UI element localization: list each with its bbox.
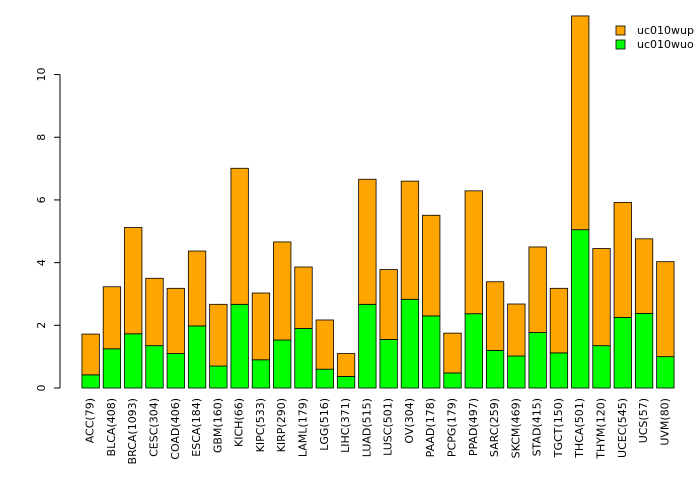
x-tick-label: OV(304) <box>403 398 416 444</box>
bar-uc010wuo-ACC(79) <box>81 374 100 389</box>
bar-uc010wuo-KIPC(533) <box>251 359 271 389</box>
bar-uc010wup-PCPG(179) <box>443 332 462 374</box>
legend-swatch-uc010wup <box>615 25 626 36</box>
bar-uc010wup-KIPC(533) <box>251 292 271 361</box>
bar-uc010wup-LGG(516) <box>315 319 334 370</box>
legend-swatch-uc010wuo <box>615 39 626 50</box>
bar-uc010wup-LUSC(501) <box>379 269 398 340</box>
bar-uc010wup-BLCA(408) <box>102 286 122 350</box>
bar-uc010wup-COAD(406) <box>166 287 185 354</box>
bar-uc010wup-LAML(179) <box>294 266 313 329</box>
bar-uc010wuo-BRCA(1093) <box>124 333 143 389</box>
x-tick-label: SKCM(469) <box>509 398 522 458</box>
y-tick-label: 4 <box>35 259 48 266</box>
x-tick-label: LUSC(501) <box>382 398 395 456</box>
x-tick-label: ESCA(184) <box>190 398 203 457</box>
x-tick-label: PPAD(497) <box>467 398 480 456</box>
x-tick-label: SARC(259) <box>488 398 501 457</box>
bar-uc010wuo-CESC(304) <box>145 345 164 389</box>
y-axis: 0 2 4 6 8 10 <box>35 68 61 392</box>
bar-uc010wup-BRCA(1093) <box>124 227 143 335</box>
y-tick-label: 8 <box>35 134 48 141</box>
bar-uc010wup-PPAD(497) <box>464 190 483 315</box>
bar-uc010wuo-LGG(516) <box>315 368 334 389</box>
bar-uc010wuo-COAD(406) <box>166 353 185 389</box>
bar-uc010wuo-TGCT(150) <box>549 352 569 389</box>
bar-uc010wup-ACC(79) <box>81 333 100 376</box>
bar-uc010wuo-UCEC(545) <box>613 317 632 389</box>
bar-uc010wup-SARC(259) <box>485 281 505 351</box>
x-tick-label: CESC(304) <box>148 398 161 457</box>
bar-uc010wuo-SARC(259) <box>485 349 505 389</box>
x-tick-label: LUAD(515) <box>360 398 373 457</box>
bar-uc010wuo-OV(304) <box>400 298 420 389</box>
bar-uc010wup-ESCA(184) <box>187 250 207 327</box>
bar-uc010wuo-LIHC(371) <box>336 375 356 389</box>
bar-uc010wuo-UCS(57) <box>634 312 654 389</box>
y-tick-label: 6 <box>35 196 48 203</box>
bar-uc010wuo-KIRP(290) <box>273 339 292 389</box>
bar-uc010wuo-THYM(120) <box>592 345 611 389</box>
bar-uc010wup-THCA(501) <box>571 15 590 231</box>
bar-uc010wuo-LUAD(515) <box>358 303 377 389</box>
x-tick-label: TGCT(150) <box>552 398 565 458</box>
bar-uc010wup-LUAD(515) <box>358 178 377 305</box>
bar-uc010wup-GBM(160) <box>209 303 228 367</box>
bar-uc010wup-PAAD(178) <box>422 214 441 317</box>
x-tick-label: UCS(57) <box>637 398 650 443</box>
x-tick-label: THCA(501) <box>573 398 586 459</box>
bar-uc010wuo-BLCA(408) <box>102 348 122 389</box>
x-axis: ACC(79) BLCA(408) BRCA(1093) CESC(304) COAD(… <box>84 398 672 464</box>
bar-uc010wup-SKCM(469) <box>507 303 526 357</box>
bar-uc010wuo-PAAD(178) <box>422 315 441 389</box>
bar-uc010wuo-STAD(415) <box>528 332 547 389</box>
x-tick-label: COAD(406) <box>169 398 182 460</box>
x-tick-label: LAML(179) <box>297 398 310 457</box>
bar-uc010wup-KIRP(290) <box>273 241 292 341</box>
x-tick-label: BRCA(1093) <box>126 398 139 464</box>
x-tick-label: UCEC(545) <box>616 398 629 458</box>
bar-uc010wuo-SKCM(469) <box>507 355 526 389</box>
bar-uc010wuo-KICH(66) <box>230 303 249 389</box>
legend-label-uc010wup: uc010wup <box>637 24 694 37</box>
x-tick-label: PAAD(178) <box>424 398 437 457</box>
bar-uc010wup-UCS(57) <box>634 238 654 314</box>
bar-uc010wup-KICH(66) <box>230 167 249 305</box>
bar-uc010wuo-LUSC(501) <box>379 339 398 389</box>
x-tick-label: ACC(79) <box>84 398 97 443</box>
bar-uc010wuo-GBM(160) <box>209 365 228 389</box>
x-tick-label: PCPG(179) <box>446 398 459 457</box>
bars-layer <box>81 15 675 389</box>
bar-uc010wup-OV(304) <box>400 180 420 300</box>
bar-uc010wup-TGCT(150) <box>549 287 569 354</box>
bar-uc010wup-UCEC(545) <box>613 202 632 318</box>
y-tick-label: 2 <box>35 322 48 329</box>
bar-uc010wup-CESC(304) <box>145 277 164 347</box>
x-tick-label: KICH(66) <box>233 398 246 447</box>
legend-label-uc010wuo: uc010wuo <box>637 38 694 51</box>
bar-uc010wuo-PPAD(497) <box>464 313 483 389</box>
bar-uc010wup-LIHC(371) <box>336 353 356 377</box>
x-tick-label: STAD(415) <box>531 398 544 456</box>
bar-uc010wup-UVM(80) <box>656 261 675 358</box>
bar-uc010wuo-THCA(501) <box>571 229 590 389</box>
bar-uc010wup-STAD(415) <box>528 246 547 333</box>
x-tick-label: THYM(120) <box>595 398 608 460</box>
bar-uc010wuo-PCPG(179) <box>443 372 462 389</box>
x-tick-label: KIRP(290) <box>275 398 288 452</box>
y-tick-label: 10 <box>35 68 48 82</box>
x-tick-label: KIPC(533) <box>254 398 267 452</box>
bar-uc010wuo-LAML(179) <box>294 328 313 389</box>
x-tick-label: UVM(80) <box>658 398 671 446</box>
y-tick-label: 0 <box>35 385 48 392</box>
x-tick-label: LGG(516) <box>318 398 331 451</box>
bar-uc010wuo-UVM(80) <box>656 356 675 389</box>
bar-uc010wuo-ESCA(184) <box>187 325 207 389</box>
x-tick-label: GBM(160) <box>211 398 224 453</box>
bar-uc010wup-THYM(120) <box>592 248 611 347</box>
x-tick-label: BLCA(408) <box>105 398 118 456</box>
x-tick-label: LIHC(371) <box>339 398 352 453</box>
